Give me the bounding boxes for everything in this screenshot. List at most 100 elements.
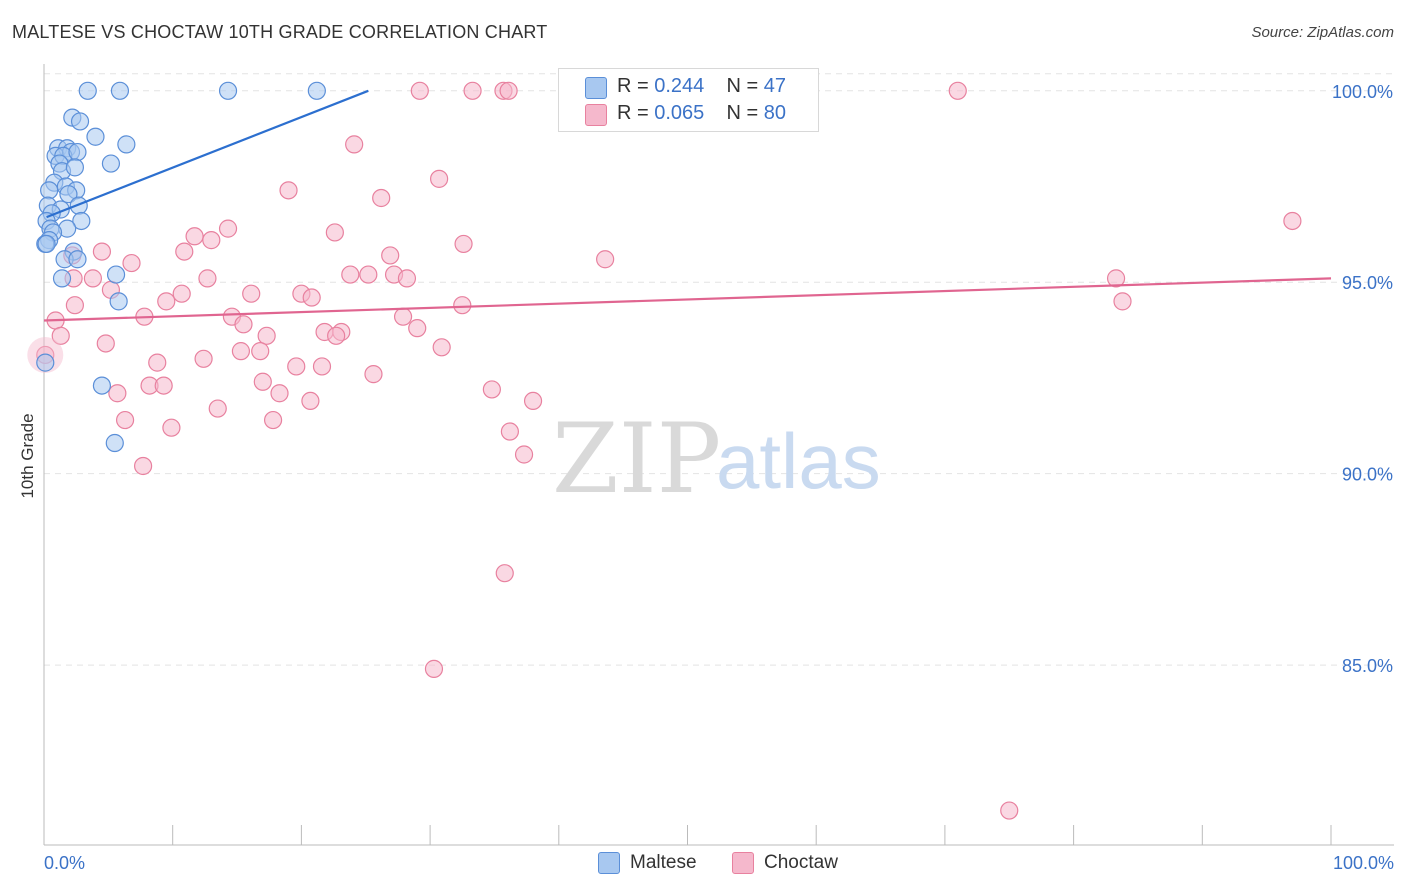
choctaw-point — [172, 284, 191, 303]
choctaw-point — [115, 410, 135, 430]
choctaw-point — [154, 376, 173, 395]
maltese-point — [78, 81, 97, 100]
choctaw-point — [325, 223, 344, 242]
legend-r-value: 0.244 — [654, 75, 705, 97]
correlation-legend: R = 0.244 N = 47 R = 0.065 N = 80 — [558, 68, 819, 132]
choctaw-point — [523, 391, 543, 411]
watermark-zip: ZIP — [552, 403, 721, 515]
choctaw-point — [312, 357, 332, 376]
choctaw-point — [495, 564, 514, 583]
choctaw-point — [345, 135, 364, 154]
choctaw-point — [234, 315, 253, 334]
y-tick-label: 100.0% — [1332, 82, 1393, 102]
maltese-point — [65, 158, 84, 177]
choctaw-point — [410, 81, 429, 100]
choctaw-point — [253, 372, 272, 391]
choctaw-point — [202, 231, 221, 250]
choctaw-point — [372, 188, 391, 208]
bottom-legend-choctaw: Choctaw — [732, 852, 838, 874]
choctaw-point — [133, 456, 153, 476]
choctaw-point — [430, 169, 449, 188]
legend-n-value: 47 — [763, 75, 787, 97]
maltese-point — [70, 112, 90, 131]
choctaw-point — [327, 326, 346, 345]
choctaw-point — [162, 418, 181, 437]
legend-r-label: R = — [617, 75, 655, 97]
source-label: Source: ZipAtlas.com — [1251, 24, 1394, 41]
choctaw-point — [65, 296, 84, 315]
bottom-legend-swatch-choctaw — [732, 852, 754, 874]
maltese-trend-line — [46, 89, 369, 219]
choctaw-point — [463, 81, 482, 100]
choctaw-point — [453, 296, 472, 315]
watermark-atlas: atlas — [716, 417, 881, 505]
bottom-legend-label-maltese: Maltese — [630, 852, 697, 873]
choctaw-point — [397, 269, 417, 288]
choctaw-point — [218, 219, 238, 238]
legend-r-value: 0.065 — [654, 102, 705, 124]
legend-n-label: N = — [726, 75, 764, 97]
legend-r-label: R = — [617, 102, 655, 124]
maltese-point — [59, 185, 78, 204]
maltese-point — [68, 142, 87, 162]
maltese-point — [101, 154, 121, 173]
choctaw-point — [500, 422, 519, 441]
x-tick-label-min: 0.0% — [44, 853, 85, 873]
choctaw-point — [242, 284, 261, 303]
choctaw-point — [482, 380, 501, 399]
maltese-point — [86, 127, 105, 146]
chart-title: MALTESE VS CHOCTAW 10TH GRADE CORRELATIO… — [12, 22, 548, 42]
maltese-point — [117, 135, 136, 154]
maltese-point — [106, 265, 126, 284]
choctaw-point — [257, 326, 276, 345]
choctaw-point — [263, 410, 283, 430]
choctaw-point — [454, 234, 473, 254]
maltese-point — [72, 211, 91, 231]
x-tick-labels: 0.0% 100.0% — [44, 853, 1394, 873]
choctaw-point — [364, 365, 383, 384]
choctaw-point — [948, 81, 967, 100]
choctaw-point — [208, 399, 227, 418]
gridlines — [44, 73, 1394, 666]
y-tick-label: 85.0% — [1342, 656, 1393, 676]
choctaw-point — [1000, 801, 1019, 820]
maltese-point — [68, 250, 87, 269]
choctaw-point — [393, 307, 413, 326]
legend-row-choctaw: R = 0.065 N = 80 — [617, 102, 786, 125]
legend-swatch-maltese — [585, 77, 607, 99]
choctaw-points — [27, 81, 1302, 820]
choctaw-point — [596, 250, 615, 269]
choctaw-point — [83, 269, 103, 288]
legend-n-value: 80 — [763, 102, 787, 124]
bottom-legend-label-choctaw: Choctaw — [764, 852, 838, 873]
maltese-point — [307, 81, 326, 100]
choctaw-point — [198, 269, 217, 288]
legend-swatch-choctaw — [585, 104, 607, 126]
choctaw-point — [287, 357, 306, 376]
legend-n-label: N = — [726, 102, 764, 124]
maltese-point — [110, 81, 130, 100]
choctaw-point — [92, 242, 112, 261]
y-tick-label: 95.0% — [1342, 273, 1393, 293]
y-tick-label: 90.0% — [1342, 465, 1393, 485]
choctaw-trend-line — [43, 277, 1332, 322]
maltese-point — [52, 269, 72, 288]
choctaw-point — [231, 342, 251, 361]
choctaw-point — [424, 659, 444, 678]
bottom-legend-swatch-maltese — [598, 852, 620, 874]
choctaw-point — [359, 265, 378, 284]
choctaw-point — [108, 384, 127, 403]
choctaw-point — [148, 353, 167, 372]
maltese-point — [109, 292, 128, 311]
maltese-point — [40, 181, 59, 200]
choctaw-point — [302, 288, 321, 307]
choctaw-point — [381, 246, 400, 265]
choctaw-point — [251, 342, 270, 361]
choctaw-point — [157, 292, 176, 311]
choctaw-point — [279, 181, 298, 200]
maltese-point — [92, 376, 112, 395]
choctaw-point — [499, 81, 518, 100]
choctaw-point — [194, 349, 213, 368]
choctaw-point — [175, 242, 194, 261]
